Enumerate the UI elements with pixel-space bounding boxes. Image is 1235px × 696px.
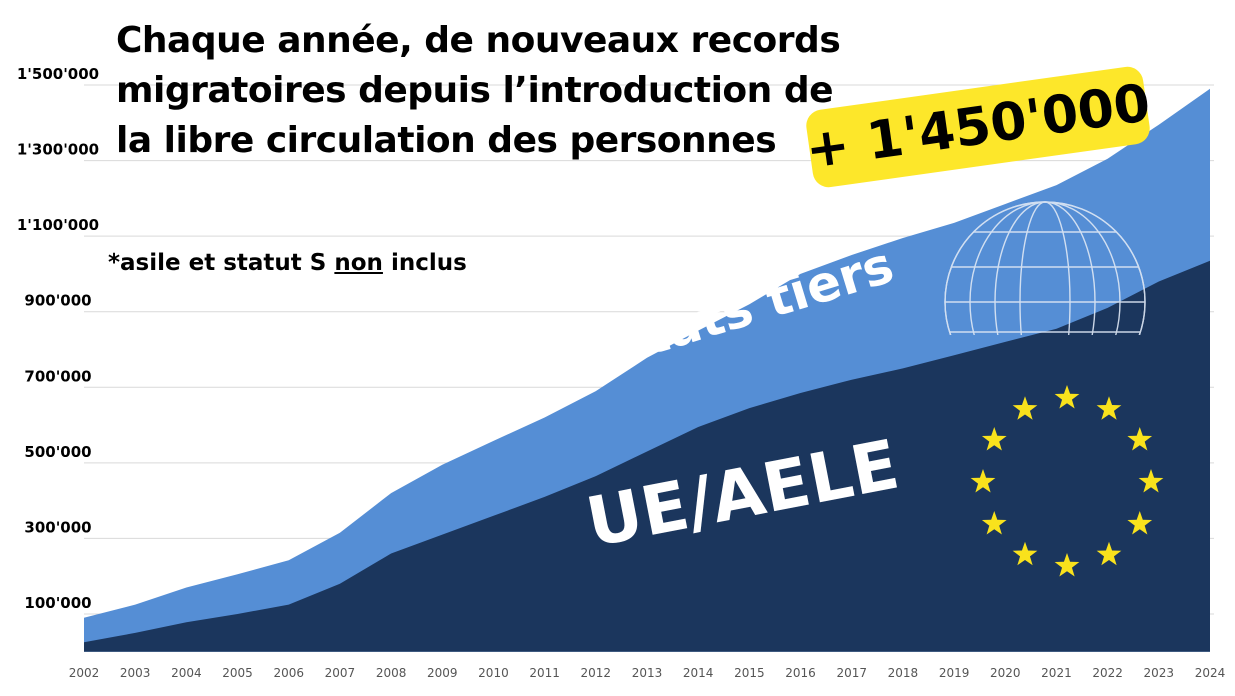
eu-star-0 <box>1054 385 1080 409</box>
x-tick-label-0: 2002 <box>69 666 100 680</box>
x-tick-label-4: 2006 <box>273 666 304 680</box>
x-tick-label-15: 2017 <box>836 666 867 680</box>
x-tick-label-8: 2010 <box>478 666 509 680</box>
eu-star-1 <box>1096 396 1122 420</box>
chart-title: Chaque année, de nouveaux records migrat… <box>116 16 841 166</box>
y-tick-label-4: 900'000 <box>24 292 91 310</box>
x-axis-ticks: 2002 2003 2004 2005 2006 2007 2008 2009 2010 2011… <box>69 666 1226 680</box>
x-tick-label-17: 2019 <box>939 666 970 680</box>
y-tick-label-5: 1'100'000 <box>17 216 99 234</box>
x-tick-label-10: 2012 <box>581 666 612 680</box>
title-line-1: Chaque année, de nouveaux records <box>116 20 841 61</box>
eu-star-4 <box>1127 511 1153 535</box>
eu-star-2 <box>1127 427 1153 451</box>
y-tick-label-0: 100'000 <box>24 594 91 612</box>
title-line-3: la libre circulation des personnes <box>116 120 777 161</box>
x-tick-label-9: 2011 <box>529 666 560 680</box>
x-tick-label-3: 2005 <box>222 666 253 680</box>
eu-star-11 <box>1012 396 1038 420</box>
footnote-prefix: *asile et statut S <box>108 250 335 276</box>
eu-star-9 <box>970 469 996 493</box>
eu-star-7 <box>1012 541 1038 566</box>
x-tick-label-6: 2008 <box>376 666 407 680</box>
x-tick-label-1: 2003 <box>120 666 151 680</box>
x-tick-label-5: 2007 <box>325 666 356 680</box>
footnote: *asile et statut S non inclus <box>108 250 467 276</box>
eu-star-6 <box>1054 553 1080 577</box>
x-tick-label-20: 2022 <box>1092 666 1123 680</box>
title-line-2: migratoires depuis l’introduction de <box>116 70 834 111</box>
eu-star-10 <box>981 427 1007 451</box>
y-tick-label-1: 300'000 <box>24 518 91 536</box>
x-tick-label-7: 2009 <box>427 666 458 680</box>
footnote-suffix: inclus <box>382 250 467 276</box>
y-axis-ticks: 100'000 300'000 500'000 700'000 900'000 1'100… <box>17 65 99 612</box>
y-tick-label-3: 700'000 <box>24 367 91 385</box>
area-ue-aele <box>84 260 1210 652</box>
x-tick-label-21: 2023 <box>1144 666 1175 680</box>
x-tick-label-18: 2020 <box>990 666 1021 680</box>
x-tick-label-12: 2014 <box>683 666 714 680</box>
x-tick-label-16: 2018 <box>888 666 919 680</box>
eu-stars-icon <box>970 385 1164 577</box>
y-tick-label-2: 500'000 <box>24 443 91 461</box>
eu-star-3 <box>1138 469 1164 493</box>
y-tick-label-7: 1'500'000 <box>17 65 99 83</box>
eu-star-5 <box>1096 541 1122 566</box>
x-tick-label-13: 2015 <box>734 666 765 680</box>
x-tick-label-14: 2016 <box>785 666 816 680</box>
x-tick-label-22: 2024 <box>1195 666 1226 680</box>
globe-wireframe-icon <box>944 201 1146 335</box>
x-tick-label-2: 2004 <box>171 666 202 680</box>
x-tick-label-11: 2013 <box>632 666 663 680</box>
x-tick-label-19: 2021 <box>1041 666 1072 680</box>
y-tick-label-6: 1'300'000 <box>17 141 99 159</box>
footnote-underlined: non <box>334 250 383 276</box>
eu-star-8 <box>981 511 1007 535</box>
